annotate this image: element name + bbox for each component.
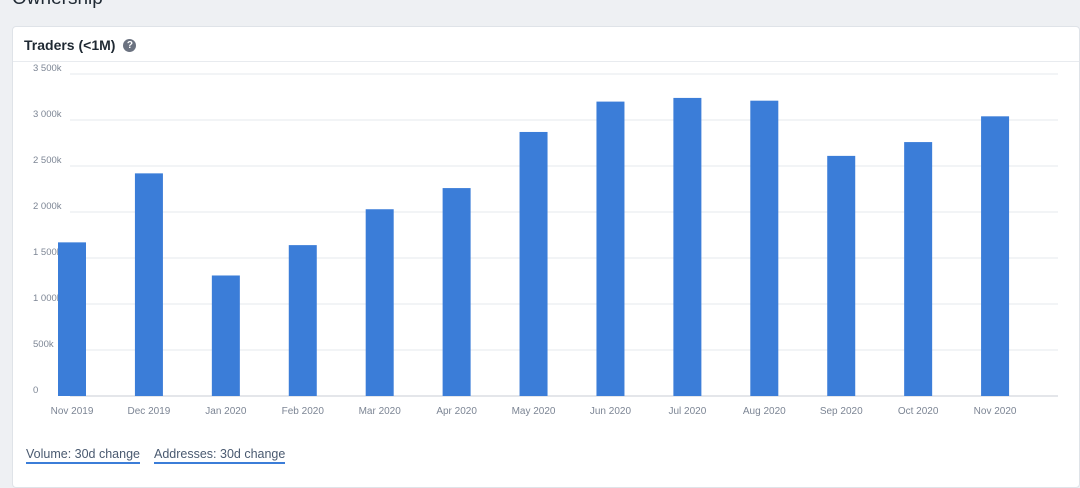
y-tick-label: 3 500k [33, 63, 62, 74]
x-tick-label: Sep 2020 [820, 406, 863, 417]
bar-feb-2020[interactable] [288, 245, 317, 396]
footer-links: Volume: 30d change Addresses: 30d change [26, 447, 286, 464]
bar-nov-2019[interactable] [58, 242, 86, 396]
bar-may-2020[interactable] [519, 131, 548, 396]
header-divider [13, 61, 1079, 62]
volume-30d-change-link[interactable]: Volume: 30d change [26, 447, 140, 464]
x-tick-label: May 2020 [512, 406, 556, 417]
y-tick-label: 1 000k [33, 293, 62, 304]
card-title: Traders (<1M) [24, 37, 116, 53]
bar-jan-2020[interactable] [211, 275, 240, 396]
bar-oct-2020[interactable] [904, 142, 933, 396]
y-tick-label: 1 500k [33, 247, 62, 258]
bar-nov-2020[interactable] [981, 116, 1010, 396]
addresses-30d-change-link[interactable]: Addresses: 30d change [153, 447, 286, 464]
y-tick-label: 0 [33, 385, 38, 396]
x-axis-ticks: Nov 2019 Dec 2019 Jan 2020 Feb 2020 Mar 2020… [51, 406, 1017, 417]
x-tick-label: Jul 2020 [668, 406, 706, 417]
x-tick-label: Oct 2020 [898, 406, 939, 417]
x-tick-label: Jan 2020 [205, 406, 247, 417]
y-tick-label: 2 000k [33, 201, 62, 212]
help-icon[interactable]: ? [123, 38, 137, 52]
bar-mar-2020[interactable] [365, 209, 394, 396]
x-tick-label: Nov 2019 [51, 406, 94, 417]
card-header: Traders (<1M) ? [24, 33, 137, 57]
x-tick-label: Dec 2019 [128, 406, 171, 417]
bar-sep-2020[interactable] [827, 155, 856, 396]
section-title: Ownership [12, 0, 103, 10]
y-axis-ticks: 0 500k 1 000k 1 500k 2 000k 2 500k 3 000k 3 500… [33, 63, 62, 396]
x-tick-label: Jun 2020 [590, 406, 632, 417]
x-tick-label: Feb 2020 [282, 406, 325, 417]
bar-apr-2020[interactable] [442, 188, 471, 396]
x-tick-label: Aug 2020 [743, 406, 786, 417]
y-tick-label: 2 500k [33, 155, 62, 166]
y-tick-label: 3 000k [33, 109, 62, 120]
bar-chart: 0 500k 1 000k 1 500k 2 000k 2 500k 3 000k 3 500… [33, 63, 1058, 417]
bar-aug-2020[interactable] [750, 100, 779, 397]
y-tick-label: 500k [33, 339, 54, 350]
x-tick-label: Nov 2020 [974, 406, 1017, 417]
bar-jul-2020[interactable] [673, 97, 702, 397]
bars [58, 97, 1010, 397]
x-tick-label: Mar 2020 [359, 406, 402, 417]
bar-dec-2019[interactable] [134, 173, 163, 396]
bar-jun-2020[interactable] [596, 101, 625, 396]
x-tick-label: Apr 2020 [436, 406, 477, 417]
